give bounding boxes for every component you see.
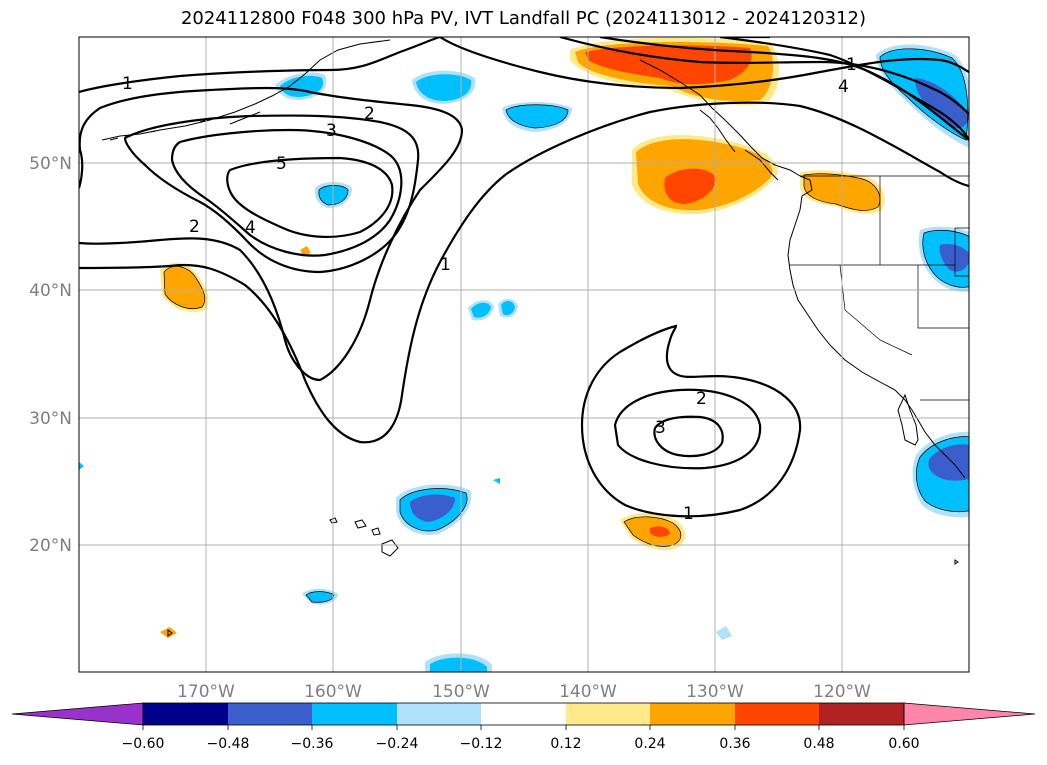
- contour-label: 2: [189, 217, 200, 237]
- pv-contours: [79, 37, 969, 518]
- colorbar-segment: [819, 703, 904, 725]
- contour-label: 1: [846, 55, 857, 75]
- contour-label: 3: [326, 121, 337, 141]
- lat-label: 20°N: [29, 536, 72, 556]
- map-title: 2024112800 F048 300 hPa PV, IVT Landfall…: [180, 8, 867, 29]
- lat-label: 30°N: [29, 409, 72, 429]
- colorbar-tick-label: −0.12: [460, 736, 503, 752]
- colorbar-extend-low: [11, 702, 144, 726]
- colorbar-tick-label: 0.48: [803, 736, 834, 752]
- contour-labels: 1 2 3 4 5 2 4 1 1 2 3 1: [122, 55, 857, 524]
- graticule: [79, 37, 969, 672]
- negative-anomaly-shading: [79, 44, 969, 672]
- colorbar-segment: [397, 703, 481, 725]
- colorbar-segment: [650, 703, 735, 725]
- contour-label: 4: [838, 77, 849, 97]
- colorbar-segment: [481, 703, 566, 725]
- lon-label: 160°W: [304, 682, 362, 702]
- contour-label: 1: [122, 74, 133, 94]
- contour-label: 1: [440, 255, 451, 275]
- colorbar-extend-high: [903, 702, 1036, 726]
- latitude-labels: 50°N 40°N 30°N 20°N: [29, 154, 72, 556]
- lon-label: 140°W: [559, 682, 617, 702]
- colorbar-tick-label: 0.60: [888, 736, 919, 752]
- contour-label: 4: [245, 218, 256, 238]
- map-area: 1 2 3 4 5 2 4 1 1 2 3 1: [79, 37, 969, 672]
- map-border: [78, 36, 970, 673]
- colorbar-tick-label: 0.36: [719, 736, 750, 752]
- colorbar-tick-label: −0.48: [207, 736, 250, 752]
- contour-label: 5: [276, 154, 287, 174]
- colorbar-segment: [228, 703, 312, 725]
- lat-label: 50°N: [29, 154, 72, 174]
- colorbar: −0.60 −0.48 −0.36 −0.24 −0.12 0.12 0.24 …: [11, 702, 1036, 752]
- lon-label: 150°W: [432, 682, 490, 702]
- longitude-labels: 170°W 160°W 150°W 140°W 130°W 120°W: [177, 682, 871, 702]
- colorbar-segment: [312, 703, 397, 725]
- contour-label: 3: [655, 418, 666, 438]
- colorbar-segment: [143, 703, 228, 725]
- colorbar-tick-label: −0.60: [122, 736, 165, 752]
- coastlines: [101, 39, 966, 637]
- contour-label: 1: [683, 504, 694, 524]
- lat-label: 40°N: [29, 281, 72, 301]
- colorbar-segment: [735, 703, 819, 725]
- colorbar-tick-label: −0.24: [376, 736, 419, 752]
- lon-label: 130°W: [686, 682, 744, 702]
- colorbar-tick-label: −0.36: [291, 736, 334, 752]
- colorbar-tick-label: 0.24: [634, 736, 665, 752]
- lon-label: 120°W: [813, 682, 871, 702]
- contour-label: 2: [364, 104, 375, 124]
- lon-label: 170°W: [177, 682, 235, 702]
- colorbar-segment: [566, 703, 650, 725]
- contour-label: 2: [696, 389, 707, 409]
- colorbar-tick-label: 0.12: [550, 736, 581, 752]
